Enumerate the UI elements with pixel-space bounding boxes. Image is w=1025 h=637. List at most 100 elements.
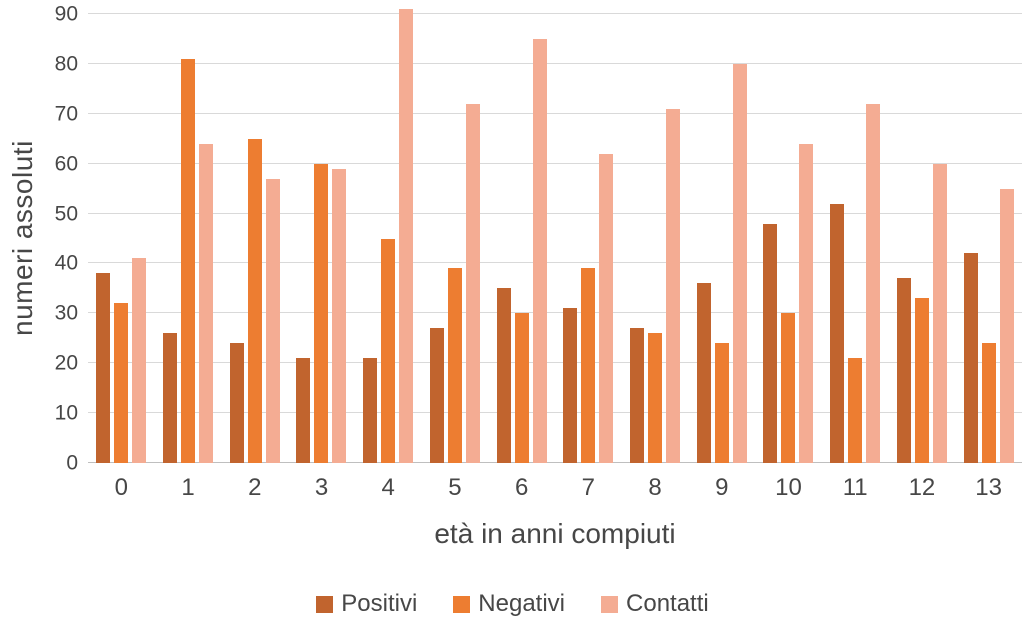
bar-negativi-age-2 [247,138,262,463]
gridline-60 [88,162,1022,164]
bar-contatti-age-8 [666,108,681,463]
gridline-0 [88,462,1022,463]
bar-negativi-age-1 [181,58,196,463]
legend-label-contatti: Contatti [626,590,709,617]
y-axis-title: numeri assoluti [7,140,38,337]
bar-positivi-age-6 [496,288,511,463]
y-tick-label-90: 90 [54,2,78,26]
y-tick-label-70: 70 [54,102,78,126]
y-tick-label-60: 60 [54,152,78,176]
legend-item-positivi: Positivi [316,590,417,618]
legend-label-negativi: Negativi [478,590,566,617]
x-tick-label-10: 10 [775,474,802,501]
x-tick-label-4: 4 [381,474,395,501]
bar-negativi-age-12 [914,298,929,463]
x-axis-title: età in anni compiuti [434,518,676,549]
bar-positivi-age-9 [696,283,711,463]
bar-positivi-age-2 [229,343,244,463]
bar-positivi-age-7 [563,308,578,463]
legend-label-positivi: Positivi [341,590,418,617]
y-tick-label-50: 50 [54,202,78,226]
y-tick-label-40: 40 [54,251,78,275]
bar-group-age-13 [955,14,1022,463]
bar-positivi-age-13 [963,253,978,463]
gridline-30 [88,312,1022,314]
x-tick-label-0: 0 [114,474,129,501]
bar-positivi-age-0 [96,273,111,463]
x-tick-label-12: 12 [908,474,936,501]
y-tick-label-0: 0 [66,451,78,475]
bar-contatti-age-11 [866,103,881,463]
bar-contatti-age-9 [732,63,747,463]
bar-group-age-4 [355,9,422,463]
y-tick-label-80: 80 [54,52,78,76]
bar-negativi-age-7 [581,268,596,463]
bar-contatti-age-7 [599,153,614,463]
x-tick-label-9: 9 [715,474,729,501]
bar-negativi-age-4 [381,238,396,463]
x-tick-label-8: 8 [648,474,662,501]
bar-negativi-age-6 [514,313,529,463]
chart-legend: Positivi Negativi Contatti [0,590,1025,618]
bar-negativi-age-10 [781,313,796,463]
bar-contatti-age-2 [265,178,280,463]
bar-contatti-age-0 [132,258,147,463]
bar-negativi-age-13 [981,343,996,463]
bar-group-age-10 [755,14,822,463]
bar-positivi-age-3 [296,358,311,463]
bar-contatti-age-1 [199,143,214,463]
x-tick-label-13: 13 [975,474,1002,501]
gridline-10 [88,412,1022,414]
gridline-50 [88,212,1022,214]
bar-positivi-age-5 [429,328,444,463]
bar-group-age-1 [155,14,222,463]
bar-group-age-7 [555,14,622,463]
y-tick-label-30: 30 [54,301,78,325]
bar-group-age-5 [422,14,489,463]
bar-negativi-age-5 [447,268,462,463]
gridline-90 [88,13,1022,14]
legend-item-contatti: Contatti [601,590,709,618]
legend-item-negativi: Negativi [453,590,565,618]
bar-group-age-12 [889,14,956,463]
bar-contatti-age-3 [332,168,347,463]
bar-positivi-age-10 [763,223,778,463]
bar-contatti-age-13 [999,188,1014,463]
legend-swatch-negativi-icon [453,595,471,613]
bar-negativi-age-9 [714,343,729,463]
bar-positivi-age-11 [830,203,845,463]
legend-swatch-positivi-icon [316,595,334,613]
plot-area [88,9,1022,463]
bar-group-age-6 [488,14,555,463]
bar-contatti-age-12 [932,163,947,463]
bar-negativi-age-3 [314,163,329,463]
bar-negativi-age-8 [648,333,663,463]
bar-positivi-age-4 [363,358,378,463]
x-tick-label-7: 7 [581,474,596,501]
y-tick-label-10: 10 [54,401,78,425]
bar-group-age-8 [622,14,689,463]
x-tick-label-3: 3 [314,474,329,501]
gridline-20 [88,362,1022,364]
bar-positivi-age-1 [163,333,178,463]
bar-positivi-age-8 [630,328,645,463]
bar-group-age-11 [822,14,889,463]
bar-group-age-0 [88,14,155,463]
bar-group-age-3 [288,14,355,463]
bar-contatti-age-5 [465,103,480,463]
gridline-80 [88,62,1022,64]
bar-positivi-age-12 [896,278,911,463]
x-tick-label-1: 1 [181,474,195,501]
x-tick-label-5: 5 [448,474,462,501]
bar-negativi-age-0 [114,303,129,463]
bar-group-age-2 [221,14,288,463]
x-tick-label-2: 2 [248,474,262,501]
bar-contatti-age-4 [399,9,414,463]
bar-group-age-9 [688,14,755,463]
x-tick-label-11: 11 [842,474,868,501]
y-tick-label-20: 20 [54,351,78,375]
legend-swatch-contatti-icon [601,595,619,613]
bar-negativi-age-11 [848,358,863,463]
gridline-40 [88,262,1022,264]
